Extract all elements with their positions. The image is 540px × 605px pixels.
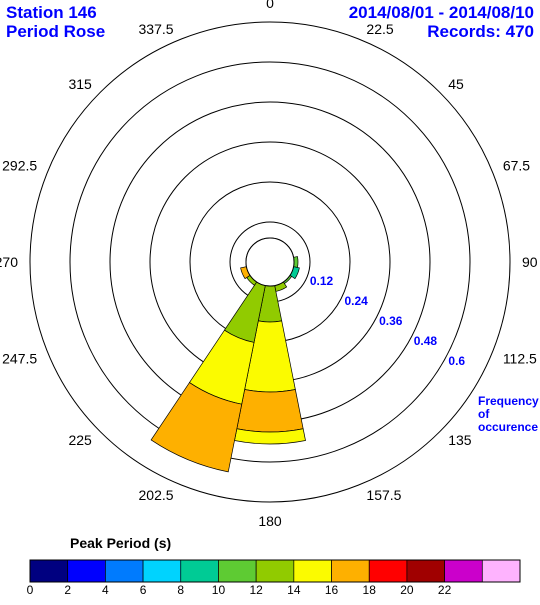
colorbar-tick: 12 [249, 583, 263, 597]
colorbar-segment [68, 560, 106, 582]
colorbar-segment [181, 560, 219, 582]
degree-label: 337.5 [139, 21, 174, 37]
colorbar-tick: 14 [287, 583, 301, 597]
colorbar-segment [294, 560, 332, 582]
freq-ring-label: 0.24 [344, 294, 368, 308]
freq-axis-label: occurence [478, 420, 538, 434]
rose-bars [151, 257, 305, 472]
colorbar-segment [105, 560, 143, 582]
degree-label: 67.5 [503, 158, 530, 174]
colorbar-segment [369, 560, 407, 582]
colorbar-tick: 4 [102, 583, 109, 597]
chart-title-line2: Period Rose [6, 22, 105, 41]
degree-label: 90 [522, 254, 538, 270]
colorbar-segment [482, 560, 520, 582]
degree-label: 225 [68, 432, 92, 448]
colorbar-segment [256, 560, 294, 582]
degree-label: 247.5 [2, 350, 37, 366]
colorbar-tick: 8 [177, 583, 184, 597]
colorbar-tick: 18 [363, 583, 377, 597]
degree-label: 180 [258, 513, 282, 529]
colorbar-tick: 6 [140, 583, 147, 597]
colorbar-tick: 22 [438, 583, 452, 597]
degree-label: 270 [0, 254, 18, 270]
degree-label: 0 [266, 0, 274, 11]
degree-label: 157.5 [366, 487, 401, 503]
colorbar-title: Peak Period (s) [70, 535, 171, 551]
degree-label: 202.5 [139, 487, 174, 503]
freq-ring-label: 0.36 [379, 314, 403, 328]
chart-title-line1: Station 146 [6, 3, 97, 22]
degree-label: 315 [68, 76, 92, 92]
period-rose-chart: 022.54567.590112.5135157.5180202.5225247… [0, 0, 540, 600]
colorbar-segment [332, 560, 370, 582]
colorbar-segment [218, 560, 256, 582]
date-range: 2014/08/01 - 2014/08/10 [349, 3, 534, 22]
colorbar-segment [445, 560, 483, 582]
freq-ring-label: 0.6 [448, 354, 465, 368]
colorbar-segment [407, 560, 445, 582]
degree-label: 292.5 [2, 158, 37, 174]
degree-label: 112.5 [503, 350, 537, 366]
freq-ring-label: 0.48 [414, 334, 438, 348]
degree-label: 45 [448, 76, 464, 92]
degree-label: 135 [448, 432, 472, 448]
freq-axis-label: of [478, 407, 490, 421]
colorbar-tick: 20 [400, 583, 414, 597]
colorbar-tick: 10 [212, 583, 226, 597]
colorbar-tick: 0 [27, 583, 34, 597]
colorbar-tick: 16 [325, 583, 339, 597]
colorbar-tick: 2 [64, 583, 71, 597]
freq-ring-label: 0.12 [310, 274, 334, 288]
records-count: Records: 470 [427, 22, 534, 41]
freq-axis-label: Frequency [478, 394, 539, 408]
colorbar-segment [30, 560, 68, 582]
colorbar-segment [143, 560, 181, 582]
